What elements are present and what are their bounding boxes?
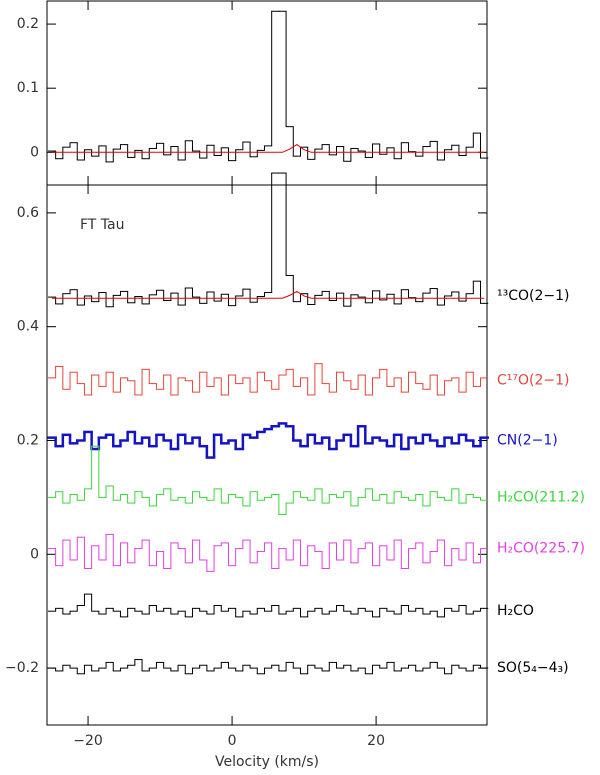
x-tick-label: 0 xyxy=(228,733,237,749)
step-riser xyxy=(55,11,482,162)
step-riser xyxy=(55,173,482,307)
fit-line xyxy=(52,290,485,299)
y-tick-label: 0.2 xyxy=(17,16,39,32)
fit-line xyxy=(52,144,485,153)
series-label: H₂CO(211.2) xyxy=(497,489,585,505)
x-tick-label: 20 xyxy=(367,733,385,749)
series-label: CN(2−1) xyxy=(497,432,558,448)
series-label: H₂CO(225.7) xyxy=(497,541,585,557)
step-riser xyxy=(55,659,482,674)
y-tick-label: 0 xyxy=(30,144,39,160)
x-tick-label: −20 xyxy=(73,733,103,749)
series-label: SO(5₄−4₃) xyxy=(497,660,569,676)
step-riser xyxy=(55,363,482,395)
y-tick-label: 0.1 xyxy=(17,80,39,96)
step-riser xyxy=(55,594,482,617)
y-tick-label: 0.6 xyxy=(17,205,39,221)
step-riser xyxy=(55,446,482,515)
series-label: C¹⁷O(2−1) xyxy=(497,373,570,389)
series-label: ¹³CO(2−1) xyxy=(497,288,570,304)
y-tick-label: 0.2 xyxy=(17,432,39,448)
step-riser xyxy=(54,423,482,458)
y-tick-label: −0.2 xyxy=(5,660,39,676)
y-tick-label: 0.4 xyxy=(17,319,39,335)
x-axis-label: Velocity (km/s) xyxy=(215,754,319,770)
series-label: H₂CO xyxy=(497,603,534,619)
plot-frame xyxy=(46,184,488,726)
annotation: FT Tau xyxy=(80,217,125,233)
step-riser xyxy=(55,534,482,572)
y-tick-label: 0 xyxy=(30,546,39,562)
